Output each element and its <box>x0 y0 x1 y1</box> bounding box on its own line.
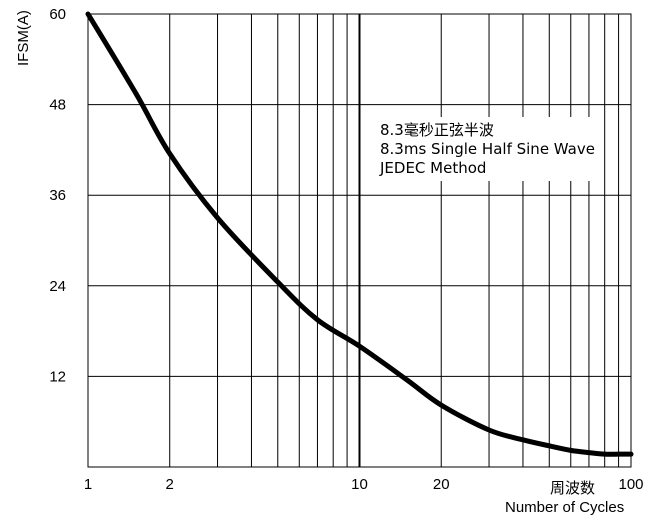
annotation-line-cn: 8.3毫秒正弦半波 <box>380 121 494 139</box>
y-tick-label: 24 <box>49 278 66 295</box>
y-tick-label: 48 <box>49 97 66 114</box>
y-tick-labels: 12 24 36 48 60 <box>49 6 66 385</box>
annotation-line-method: JEDEC Method <box>379 159 486 177</box>
minor-gridlines <box>169 14 620 467</box>
y-tick-label: 36 <box>49 187 66 204</box>
x-tick-labels: 1 2 10 20 100 <box>84 476 644 493</box>
annotation-box <box>374 117 598 181</box>
x-tick-label: 1 <box>84 476 92 493</box>
x-tick-label: 2 <box>166 476 174 493</box>
y-tick-label: 60 <box>49 6 66 23</box>
x-tick-label: 100 <box>618 476 643 493</box>
series-line <box>85 11 634 457</box>
y-axis-label: IFSM(A) <box>15 10 32 66</box>
y-tick-label: 12 <box>49 368 66 385</box>
x-tick-label: 10 <box>351 476 368 493</box>
annotation-line-en: 8.3ms Single Half Sine Wave <box>380 140 595 158</box>
x-axis-label-cn: 周波数 <box>550 480 595 497</box>
x-axis-label: Number of Cycles <box>505 499 624 516</box>
plot-frame <box>87 13 632 468</box>
x-tick-label: 20 <box>433 476 450 493</box>
major-gridlines <box>88 14 631 467</box>
